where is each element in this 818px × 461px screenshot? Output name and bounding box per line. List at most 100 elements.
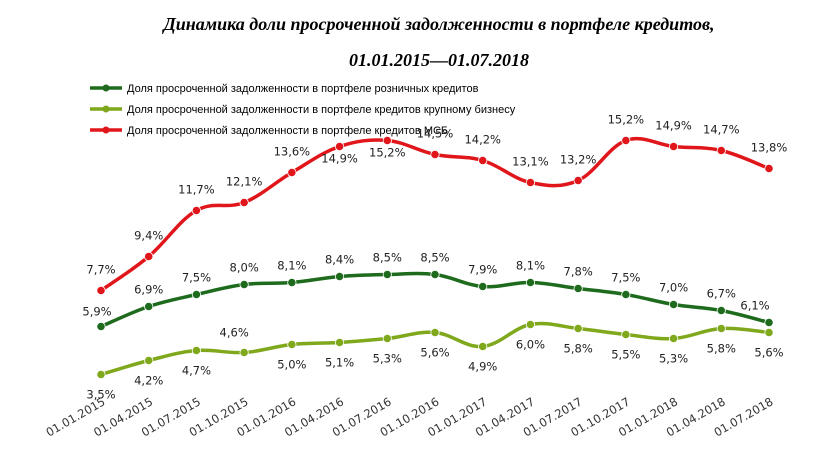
chart-title: Динамика доли просроченной задолженности… (161, 14, 714, 34)
data-point (621, 329, 631, 340)
data-point (478, 281, 488, 292)
data-point (96, 285, 106, 296)
data-point (239, 197, 249, 208)
data-label: 4,6% (220, 326, 249, 340)
data-label: 14,7% (703, 123, 740, 137)
data-label: 14,2% (464, 133, 501, 147)
data-point (239, 347, 249, 358)
data-label: 14,5% (417, 127, 454, 141)
data-label: 5,3% (659, 352, 688, 366)
legend-label: Доля просроченной задолженности в портфе… (127, 104, 516, 116)
data-point (239, 279, 249, 290)
data-label: 8,0% (230, 261, 259, 275)
data-point (191, 345, 202, 356)
data-point (144, 355, 154, 366)
data-point (668, 141, 679, 152)
series-line (99, 136, 770, 292)
data-label: 7,5% (611, 271, 640, 285)
data-label: 5,6% (754, 346, 783, 360)
data-point (334, 141, 345, 152)
data-label: 14,9% (655, 119, 692, 133)
data-label: 6,7% (707, 287, 736, 301)
data-label: 4,7% (182, 364, 211, 378)
data-label: 5,8% (564, 342, 593, 356)
data-label: 13,6% (274, 145, 311, 159)
data-label: 4,9% (468, 360, 497, 374)
data-label: 8,1% (516, 259, 545, 273)
chart-subtitle: 01.01.2015—01.07.2018 (349, 50, 529, 70)
data-point (430, 327, 440, 338)
data-label: 7,0% (659, 281, 688, 295)
data-point (764, 163, 774, 174)
legend-label: Доля просроченной задолженности в портфе… (127, 125, 448, 137)
data-point (144, 251, 154, 262)
data-point (334, 271, 345, 282)
data-label: 13,8% (751, 141, 788, 155)
data-label: 5,3% (373, 352, 402, 366)
data-label: 15,2% (608, 113, 645, 127)
data-label: 5,1% (325, 356, 354, 370)
data-point (287, 277, 297, 288)
data-point (716, 323, 726, 334)
data-point (573, 175, 583, 186)
legend-label: Доля просроченной задолженности в портфе… (127, 83, 479, 95)
legend-swatch-marker (102, 126, 110, 134)
legend-swatch-marker (102, 84, 110, 92)
data-label: 7,5% (182, 271, 211, 285)
data-label: 5,5% (611, 348, 640, 362)
data-point (478, 155, 488, 166)
data-label: 5,0% (277, 358, 306, 372)
data-point (144, 301, 154, 312)
data-label: 15,2% (369, 146, 406, 160)
data-label: 11,7% (178, 183, 215, 197)
data-point (668, 333, 679, 344)
data-point (525, 319, 536, 330)
data-label: 8,4% (325, 253, 354, 267)
data-label: 7,8% (564, 265, 593, 279)
data-point (478, 341, 488, 352)
data-point (573, 283, 583, 294)
data-point (287, 339, 297, 350)
data-point (525, 277, 536, 288)
data-label: 7,7% (86, 263, 115, 277)
data-point (764, 327, 774, 338)
series-lines (96, 135, 774, 380)
data-point (716, 305, 726, 316)
data-point (191, 289, 202, 300)
data-labels: 3,5% 4,2% 4,7% 4,6% 5,0% 5,1% 5,3% 5,6% 4,9% 6,0%… (82, 113, 787, 402)
data-point (287, 167, 297, 178)
data-label: 5,8% (707, 342, 736, 356)
data-label: 6,9% (134, 283, 163, 297)
data-point (621, 289, 631, 300)
data-point (382, 269, 392, 280)
data-label: 12,1% (226, 175, 263, 189)
data-point (716, 145, 726, 156)
data-label: 3,5% (86, 388, 115, 402)
data-point (621, 135, 631, 146)
data-point (668, 299, 679, 310)
data-label: 13,1% (512, 155, 549, 169)
data-point (382, 333, 392, 344)
data-point (430, 269, 440, 280)
data-point (525, 177, 536, 188)
data-point (430, 149, 440, 160)
data-label: 7,9% (468, 263, 497, 277)
legend: Доля просроченной задолженности в портфе… (90, 83, 516, 137)
data-point (334, 337, 345, 348)
data-label: 8,1% (277, 259, 306, 273)
data-label: 6,1% (740, 299, 769, 313)
data-point (573, 323, 583, 334)
data-label: 5,9% (82, 305, 111, 319)
data-point (382, 135, 392, 146)
legend-swatch-marker (102, 105, 110, 113)
data-point (96, 321, 106, 332)
data-label: 14,9% (321, 152, 358, 166)
data-label: 4,2% (134, 374, 163, 388)
data-label: 6,0% (516, 338, 545, 352)
data-label: 5,6% (420, 346, 449, 360)
data-label: 13,2% (560, 153, 597, 167)
data-point (96, 369, 106, 380)
data-point (191, 205, 202, 216)
x-axis-ticks: 01.01.201501.04.201501.07.201501.10.2015… (43, 394, 775, 439)
